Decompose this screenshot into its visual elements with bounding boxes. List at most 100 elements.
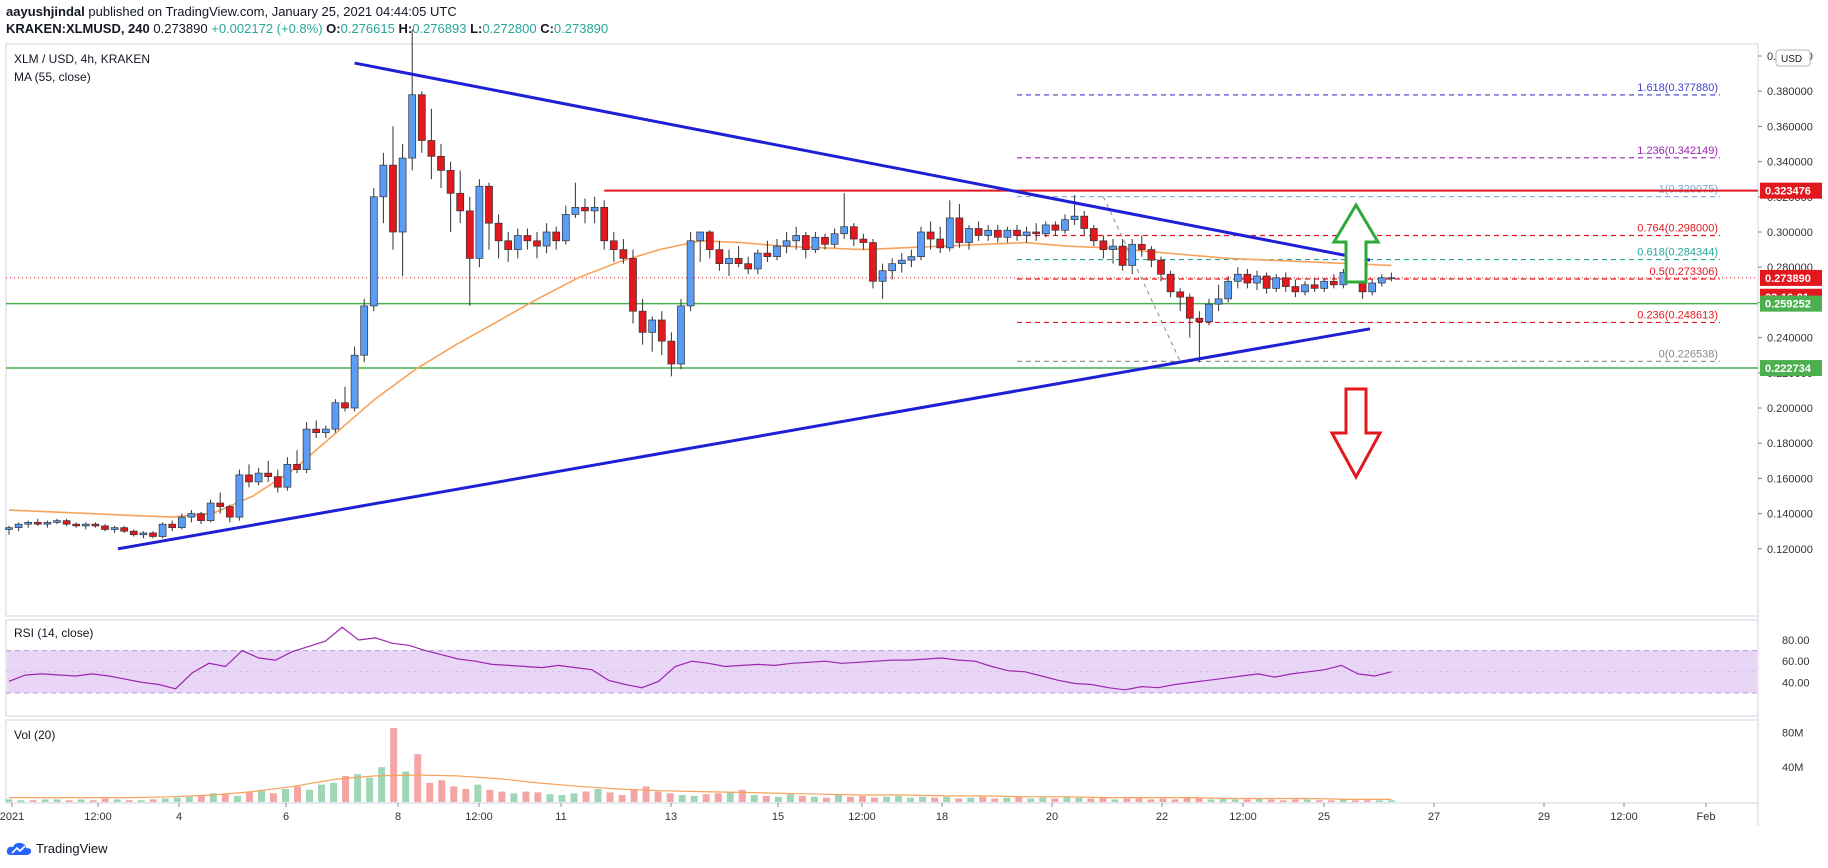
volume-bar	[474, 784, 482, 802]
volume-bar	[1291, 799, 1299, 802]
fibonacci-label: 0.236(0.248613)	[1637, 309, 1718, 321]
candle-body	[849, 226, 858, 240]
candle-body	[129, 530, 138, 536]
time-axis-label: 18	[936, 811, 948, 823]
volume-bar	[678, 795, 686, 802]
volume-bar	[1039, 797, 1047, 802]
candle	[427, 108, 436, 180]
volume-axis-label: 40M	[1782, 762, 1803, 774]
candle-body	[1233, 273, 1242, 282]
volume-bar	[281, 788, 289, 802]
volume-bar	[1111, 799, 1119, 802]
candle	[197, 511, 205, 525]
price-axis-badge-label: 0.222734	[1765, 363, 1812, 375]
candle	[43, 520, 52, 528]
candle	[110, 525, 119, 533]
volume-bar	[871, 797, 879, 802]
candle-body	[485, 185, 493, 224]
candle	[1301, 281, 1309, 296]
volume-bar	[137, 800, 145, 802]
candle-body	[1022, 231, 1031, 236]
author-name[interactable]: aayushjindal	[6, 4, 85, 19]
candle	[254, 467, 263, 486]
candle	[14, 522, 23, 532]
candle	[878, 263, 887, 299]
volume-bar	[318, 784, 326, 802]
volume-bar	[29, 800, 37, 802]
candle	[974, 221, 983, 241]
candle	[1022, 226, 1031, 243]
price-axis-label: 0.160000	[1767, 473, 1813, 485]
time-axis-label: Feb	[1697, 811, 1716, 823]
candle-body	[917, 231, 925, 257]
candle-body	[1185, 296, 1194, 319]
candle	[1233, 267, 1242, 289]
candle-body	[801, 235, 810, 250]
candle-body	[725, 258, 733, 265]
candle-body	[494, 222, 503, 242]
candle	[907, 249, 916, 268]
candle	[475, 179, 484, 268]
volume-bar	[366, 777, 374, 802]
volume-bar	[522, 791, 530, 802]
volume-bar	[53, 799, 61, 802]
candle-body	[293, 463, 301, 470]
volume-bar	[750, 795, 758, 802]
candle	[571, 182, 580, 218]
volume-bar	[786, 794, 794, 802]
candle	[379, 152, 388, 224]
candle-body	[571, 207, 580, 215]
candle-body	[1166, 273, 1175, 293]
candle-body	[110, 527, 119, 530]
candle-body	[1243, 273, 1252, 284]
candle-body	[533, 240, 541, 247]
time-axis-label: 25	[1318, 811, 1330, 823]
volume-bar	[65, 800, 73, 802]
candle-body	[235, 474, 244, 518]
volume-bar	[438, 780, 446, 802]
fibonacci-label: 0.5(0.273306)	[1650, 266, 1719, 278]
candle-body	[225, 506, 234, 518]
volume-bar	[1315, 800, 1323, 802]
price-axis-label: 0.200000	[1767, 403, 1813, 415]
candle	[33, 518, 42, 526]
volume-bar	[294, 786, 302, 802]
volume-bar	[1027, 798, 1035, 802]
candle	[1243, 268, 1252, 289]
volume-bar	[1243, 799, 1251, 802]
volume-bar	[1255, 798, 1263, 802]
candle	[1147, 246, 1156, 268]
volume-bar	[402, 771, 410, 802]
fibonacci-trend-line	[1102, 196, 1181, 362]
candle-body	[1118, 245, 1127, 266]
footer-brand[interactable]: TradingView	[6, 841, 108, 856]
candle	[993, 224, 1002, 243]
candle-body	[936, 238, 945, 249]
volume-bar	[666, 793, 674, 802]
time-axis-label: 11	[555, 811, 566, 823]
candle-body	[5, 527, 13, 530]
candle	[1013, 224, 1021, 241]
volume-bar	[931, 797, 939, 802]
volume-bar	[257, 789, 265, 802]
volume-bar	[1147, 799, 1155, 802]
rsi-line	[8, 626, 1392, 691]
volume-bar	[354, 774, 362, 802]
candle	[667, 332, 676, 377]
candle	[1291, 279, 1300, 298]
price-axis-badge	[1760, 269, 1822, 286]
volume-bar	[1099, 797, 1107, 802]
lower-trendline	[117, 327, 1371, 551]
time-axis-label: 12:00	[1610, 811, 1638, 823]
candle	[849, 223, 858, 247]
candle-body	[1205, 303, 1213, 323]
volume-bar	[642, 786, 650, 802]
volume-bar	[570, 793, 578, 802]
candle-body	[1128, 243, 1137, 266]
price-axis-label: 0.120000	[1767, 544, 1813, 556]
candle	[984, 224, 993, 241]
candle-body	[1195, 317, 1204, 323]
candle-body	[177, 516, 186, 529]
publish-line: aayushjindal published on TradingView.co…	[6, 4, 457, 19]
